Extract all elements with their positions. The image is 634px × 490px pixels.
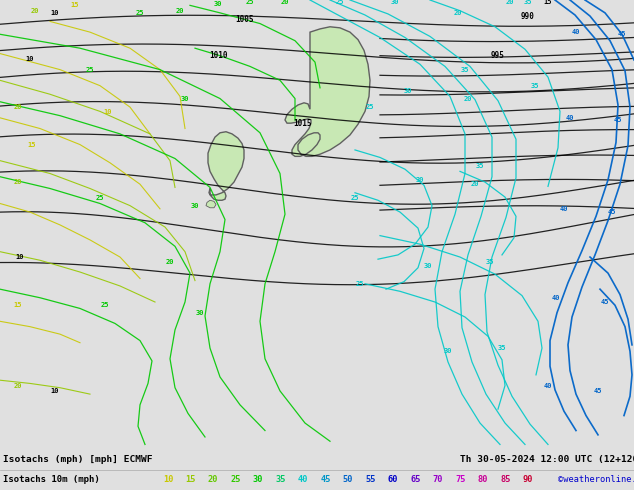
Text: 35: 35 <box>531 83 540 89</box>
Text: 30: 30 <box>391 0 399 5</box>
Text: 20: 20 <box>454 10 462 16</box>
Text: 45: 45 <box>320 475 331 485</box>
Text: 990: 990 <box>521 12 535 21</box>
Text: 45: 45 <box>614 117 622 123</box>
Text: 35: 35 <box>476 163 484 169</box>
Text: 65: 65 <box>410 475 421 485</box>
Text: 85: 85 <box>500 475 511 485</box>
Text: 995: 995 <box>491 51 505 60</box>
Text: Isotachs 10m (mph): Isotachs 10m (mph) <box>3 475 100 485</box>
Text: 15: 15 <box>14 302 22 308</box>
Text: 30: 30 <box>191 203 199 209</box>
Text: 10: 10 <box>51 388 59 394</box>
Text: 10: 10 <box>16 254 24 260</box>
Text: 15: 15 <box>71 2 79 8</box>
Text: 10: 10 <box>26 56 34 62</box>
Text: 25: 25 <box>356 281 365 287</box>
Text: 30: 30 <box>196 310 204 316</box>
Text: 25: 25 <box>101 302 109 308</box>
PathPatch shape <box>285 27 370 156</box>
Text: Isotachs (mph) [mph] ECMWF: Isotachs (mph) [mph] ECMWF <box>3 455 153 465</box>
Text: 40: 40 <box>566 115 574 121</box>
Text: 15: 15 <box>185 475 196 485</box>
Text: 15: 15 <box>544 0 552 5</box>
Text: 10: 10 <box>163 475 173 485</box>
Text: 40: 40 <box>572 29 580 35</box>
Text: 20: 20 <box>14 179 22 185</box>
Text: 80: 80 <box>478 475 488 485</box>
Text: 25: 25 <box>230 475 241 485</box>
Text: 35: 35 <box>275 475 286 485</box>
Text: 10: 10 <box>51 10 59 16</box>
Text: 35: 35 <box>498 345 507 351</box>
PathPatch shape <box>206 200 216 208</box>
Text: 20: 20 <box>176 8 184 14</box>
Text: 30: 30 <box>416 177 424 183</box>
Text: 20: 20 <box>165 259 174 266</box>
Text: 75: 75 <box>455 475 466 485</box>
Text: 1010: 1010 <box>209 51 227 60</box>
Text: 60: 60 <box>388 475 398 485</box>
Text: 10: 10 <box>104 109 112 116</box>
Text: 90: 90 <box>523 475 533 485</box>
Text: 40: 40 <box>560 206 568 212</box>
Text: 30: 30 <box>424 263 432 269</box>
Text: 25: 25 <box>136 10 145 16</box>
Text: 55: 55 <box>365 475 376 485</box>
Text: 25: 25 <box>351 195 359 201</box>
PathPatch shape <box>208 132 244 200</box>
Text: 20: 20 <box>31 8 39 14</box>
Text: 30: 30 <box>253 475 263 485</box>
Text: 35: 35 <box>524 0 533 5</box>
Text: 45: 45 <box>608 209 616 215</box>
Text: 25: 25 <box>336 0 344 5</box>
Text: 25: 25 <box>366 104 374 110</box>
Text: 25: 25 <box>86 67 94 73</box>
Text: 45: 45 <box>601 299 609 305</box>
Text: 20: 20 <box>463 96 472 101</box>
Text: 70: 70 <box>433 475 443 485</box>
Text: 40: 40 <box>544 383 552 389</box>
Text: 20: 20 <box>208 475 218 485</box>
Text: 20: 20 <box>471 181 479 187</box>
Text: 45: 45 <box>618 31 626 37</box>
Text: 25: 25 <box>96 195 104 201</box>
Text: 30: 30 <box>181 96 190 101</box>
Text: 40: 40 <box>552 295 560 301</box>
Text: 20: 20 <box>281 0 289 5</box>
Text: 20: 20 <box>14 104 22 110</box>
Text: 1015: 1015 <box>294 119 313 128</box>
Text: 15: 15 <box>28 142 36 147</box>
Text: 45: 45 <box>594 388 602 394</box>
Text: 25: 25 <box>246 0 254 5</box>
Text: ©weatheronline.co.uk: ©weatheronline.co.uk <box>558 475 634 485</box>
Text: 30: 30 <box>444 348 452 354</box>
Text: 35: 35 <box>486 259 495 266</box>
Text: 1005: 1005 <box>236 15 254 24</box>
Text: 30: 30 <box>404 88 412 94</box>
Text: Th 30-05-2024 12:00 UTC (12+120): Th 30-05-2024 12:00 UTC (12+120) <box>460 455 634 465</box>
Text: 50: 50 <box>343 475 353 485</box>
Text: 40: 40 <box>298 475 308 485</box>
Text: 20: 20 <box>14 383 22 389</box>
Text: 35: 35 <box>461 67 469 73</box>
Text: 20: 20 <box>506 0 514 5</box>
Text: 30: 30 <box>214 1 223 7</box>
